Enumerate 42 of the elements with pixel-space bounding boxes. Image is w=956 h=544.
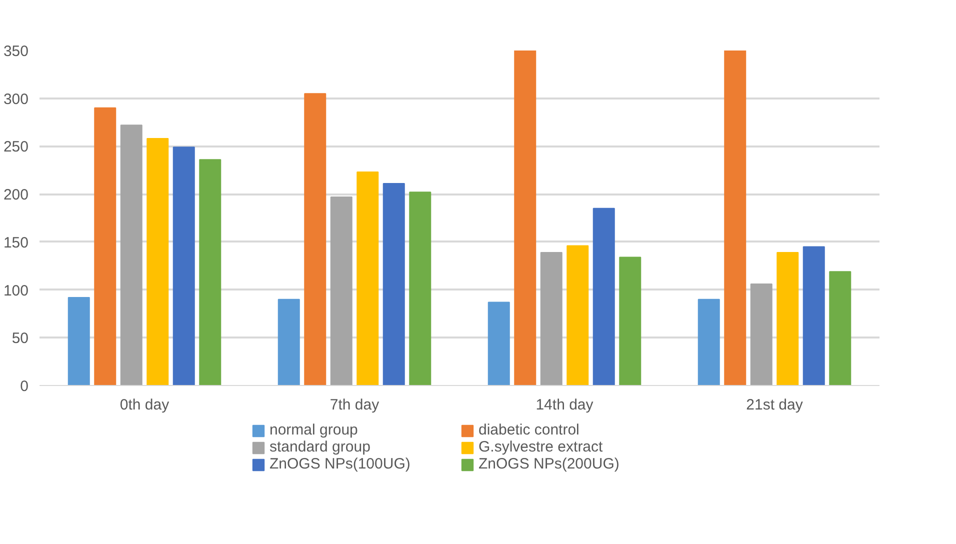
bar: [199, 159, 222, 386]
bar: [829, 271, 852, 386]
bar: [330, 196, 352, 386]
bar: [776, 252, 799, 386]
bar: [724, 50, 746, 386]
bar: [94, 107, 116, 386]
bar: [278, 298, 300, 386]
y-tick-label: 150: [3, 234, 29, 252]
legend-label: standard group: [270, 438, 372, 456]
y-tick-label: 300: [3, 90, 29, 108]
bar: [488, 302, 510, 386]
legend-label: G.sylvestre extract: [478, 438, 604, 456]
bar: [356, 172, 379, 386]
bar: [304, 93, 326, 386]
y-tick-label: 250: [3, 138, 29, 156]
x-tick-label: 14th day: [536, 396, 594, 414]
legend-label: ZnOGS NPs(200UG): [478, 456, 620, 472]
legend-label: ZnOGS NPs(100UG): [270, 456, 412, 472]
bar: [802, 246, 825, 386]
bar: [592, 208, 615, 386]
y-tick-label: 350: [3, 43, 29, 60]
y-tick-label: 200: [3, 186, 29, 204]
bar: [172, 146, 195, 386]
bar: [566, 245, 589, 386]
legend-label: normal group: [270, 422, 359, 438]
x-tick-label: 21st day: [746, 396, 804, 414]
bar: [514, 50, 536, 386]
bar: [619, 256, 642, 386]
bar: [68, 296, 90, 386]
legend-label: diabetic control: [478, 422, 580, 438]
bar: [382, 183, 405, 386]
y-tick-label: 100: [3, 282, 29, 300]
bar: [146, 138, 169, 386]
y-tick-label: 0: [20, 378, 28, 395]
bar: [120, 124, 142, 386]
x-tick-label: 0th day: [120, 396, 170, 414]
y-tick-label: 50: [12, 330, 29, 348]
bar: [750, 284, 772, 386]
bar: [540, 252, 562, 386]
bar: [409, 192, 432, 386]
bar: [698, 298, 720, 386]
x-tick-label: 7th day: [330, 396, 380, 414]
